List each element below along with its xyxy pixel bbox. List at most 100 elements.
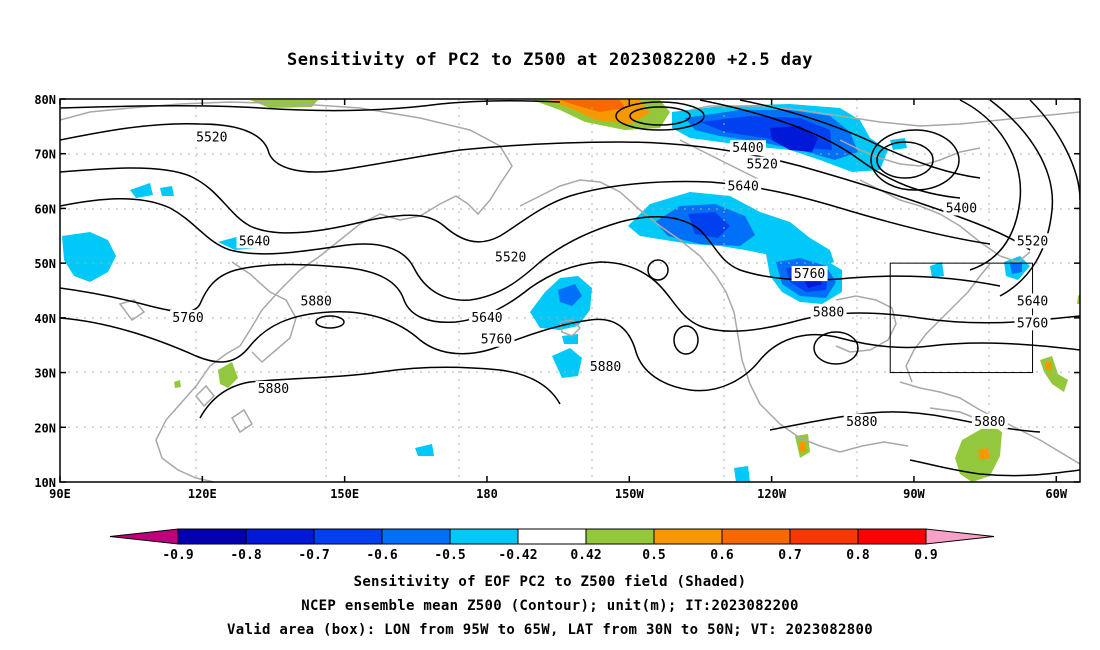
lon-label: 60W (1045, 487, 1067, 501)
sensitivity-shading (62, 100, 1080, 482)
contour-label-bg (971, 413, 1008, 429)
shade-positive (560, 100, 625, 112)
coastline (689, 105, 1080, 127)
contour-line (876, 141, 934, 179)
coastline (559, 319, 582, 337)
contour-line (989, 99, 1054, 297)
colorbar-bin (313, 528, 383, 545)
lon-label: 90W (903, 487, 925, 501)
shade-positive (800, 442, 806, 452)
colorbar-label: -0.8 (230, 548, 261, 563)
coastline (859, 179, 1031, 263)
colorbar-bin (177, 528, 247, 545)
contour-label: 5880 (301, 294, 332, 309)
contour-label: 5640 (239, 234, 270, 249)
contour-label-bg (193, 129, 230, 145)
contour-label-bg (298, 293, 335, 309)
contour-label: 5640 (1017, 294, 1048, 309)
contour-line (673, 325, 699, 355)
coastline (839, 139, 981, 167)
contour-label-bg (492, 249, 529, 265)
shade-negative (930, 262, 944, 278)
lon-label: 150W (615, 487, 645, 501)
shade-negative (130, 183, 153, 198)
lon-label: 90E (49, 487, 71, 501)
shade-positive (1040, 356, 1068, 392)
longitude-axis: 90E 120E 150E 180 150W 120W 90W 60W (49, 99, 1068, 501)
contour-label: 5760 (1017, 316, 1048, 331)
colorbar-label: -0.9 (162, 548, 193, 563)
contour-label: 5400 (946, 201, 977, 216)
contour-label-bg (1014, 233, 1051, 249)
coastline (835, 295, 897, 353)
contour-line (615, 101, 705, 131)
colorbar-label: -0.7 (298, 548, 329, 563)
shade-positive (1046, 362, 1052, 370)
shade-negative (558, 284, 582, 306)
contour-line (870, 129, 960, 191)
colorbar-label: 0.8 (846, 548, 870, 563)
lat-label: 20N (34, 421, 56, 435)
shade-negative (62, 232, 116, 282)
coastline (60, 101, 513, 482)
contour-label: 5760 (794, 267, 825, 282)
coastline (194, 384, 216, 408)
shade-negative (552, 348, 582, 378)
coastline (231, 408, 253, 434)
shade-positive (174, 380, 181, 388)
lat-label: 30N (34, 367, 56, 381)
contour-label: 5520 (1017, 234, 1048, 249)
coastline (231, 261, 297, 364)
contour-line (647, 259, 669, 281)
shade-negative (688, 212, 730, 238)
shade-positive (218, 362, 238, 388)
shade-negative (415, 444, 434, 456)
colorbar-label: -0.6 (366, 548, 397, 563)
contour-line (629, 106, 691, 126)
colorbar-label: 0.6 (710, 548, 734, 563)
contour-line (909, 459, 1080, 477)
contour-line (199, 366, 561, 419)
contour-label-bg (943, 200, 980, 216)
colorbar-label: -0.42 (498, 548, 537, 563)
colorbar-bin (653, 528, 723, 545)
contour-label-bg (729, 140, 766, 156)
lat-label: 70N (34, 148, 56, 162)
caption-contour: NCEP ensemble mean Z500 (Contour); unit(… (301, 598, 799, 614)
map-frame (59, 98, 1081, 483)
contour-label: 5520 (495, 251, 526, 266)
colorbar-label: 0.7 (778, 548, 801, 563)
colorbar-label: 0.42 (570, 548, 601, 563)
shade-positive (978, 448, 990, 460)
shade-negative (770, 126, 818, 152)
contour-label: 5880 (974, 415, 1005, 430)
lat-label: 40N (34, 312, 56, 326)
colorbar: -0.9 -0.8 -0.7 -0.6 -0.5 -0.42 0.42 0.5 0.6 0.7 0.… (109, 528, 995, 563)
contour-label: 5400 (732, 141, 763, 156)
contour-label: 5760 (481, 333, 512, 348)
contour-label-bg (587, 359, 624, 375)
contour-label: 5760 (172, 311, 203, 326)
colorbar-bin (585, 528, 655, 545)
lon-label: 120W (757, 487, 787, 501)
lon-label: 150E (330, 487, 359, 501)
colorbar-bin (517, 528, 587, 545)
contour-labels: 5520 5400 5520 5640 5400 5520 5640 5520 5760 5880… (170, 129, 1051, 430)
contour-label-bg (255, 380, 292, 396)
contour-line (60, 261, 1080, 332)
contour-label: 5880 (846, 415, 877, 430)
shade-negative (890, 138, 907, 150)
lat-label: 60N (34, 202, 56, 216)
contour-label-bg (1014, 315, 1051, 331)
contour-label-bg (744, 156, 781, 172)
caption-shaded: Sensitivity of EOF PC2 to Z500 field (Sh… (353, 574, 747, 590)
contour-label: 5640 (728, 180, 759, 195)
contour-line (813, 331, 859, 365)
contour-line (739, 99, 981, 179)
lat-label: 50N (34, 257, 56, 271)
colorbar-label: 0.9 (914, 548, 937, 563)
shade-negative (734, 466, 750, 482)
contour-line (315, 315, 345, 329)
contour-label-bg (725, 178, 762, 194)
